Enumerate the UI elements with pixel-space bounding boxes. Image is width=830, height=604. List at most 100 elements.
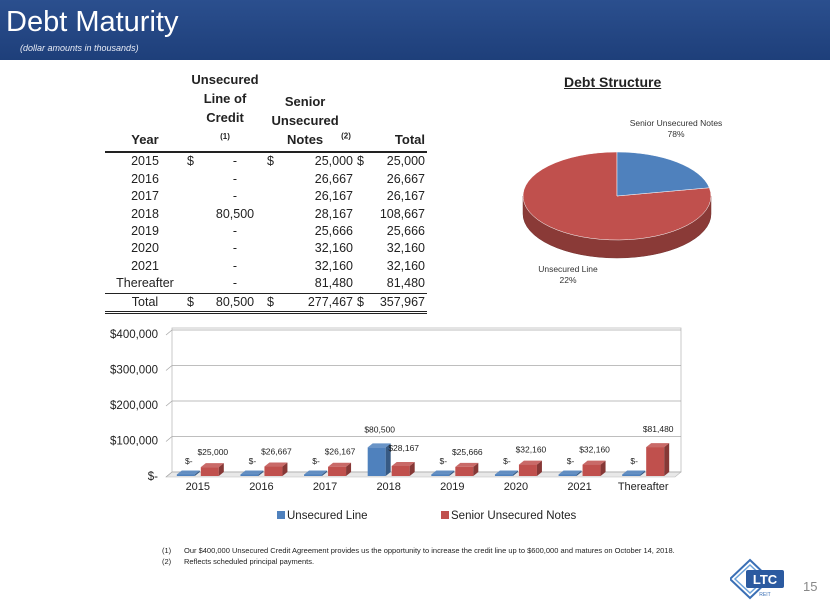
gridline-side bbox=[165, 471, 173, 478]
page-number: 15 bbox=[803, 579, 818, 594]
table-row: 2018 80,500 28,167 108,667 bbox=[105, 206, 427, 223]
bar-top bbox=[494, 470, 518, 475]
footnote-1: (1) Our $400,000 Unsecured Credit Agreeme… bbox=[162, 545, 675, 556]
header-unsecured: Unsecured Line of Credit (1) bbox=[185, 70, 265, 154]
bar-front bbox=[328, 466, 347, 476]
header-senior-label: Senior Unsecured Notes bbox=[271, 94, 339, 148]
bar-front bbox=[582, 464, 601, 476]
table-cell-year: Total bbox=[105, 292, 185, 315]
gridline-side bbox=[165, 436, 173, 442]
footnote-2-num: (2) bbox=[162, 557, 172, 566]
table-cell-usym: $ bbox=[185, 292, 205, 315]
table-cell-s: 32,160 bbox=[314, 241, 353, 256]
x-tick-label: 2019 bbox=[440, 481, 464, 493]
pie-title: Debt Structure bbox=[564, 74, 662, 90]
header-total: Total bbox=[355, 70, 427, 154]
logo-subtext: REIT bbox=[759, 592, 770, 598]
header-banner: Debt Maturity (dollar amounts in thousan… bbox=[0, 0, 830, 60]
bar-data-label: $26,167 bbox=[325, 447, 356, 457]
bar-data-label: $- bbox=[185, 456, 193, 466]
bar-side bbox=[449, 470, 455, 476]
table-row: 2017 - 26,167 26,167 bbox=[105, 188, 427, 205]
legend-swatch-1 bbox=[441, 511, 449, 519]
footnotes: (1) Our $400,000 Unsecured Credit Agreeme… bbox=[162, 545, 675, 567]
table-cell-year: 2020 bbox=[131, 241, 159, 256]
x-tick-label: 2020 bbox=[504, 481, 528, 493]
table-cell-u: - bbox=[232, 258, 238, 273]
header-senior: Senior Unsecured Notes (2) bbox=[265, 70, 355, 154]
bar-front bbox=[176, 474, 195, 476]
bar-data-label: $- bbox=[440, 456, 448, 466]
page-title: Debt Maturity bbox=[6, 6, 179, 38]
table-cell-tsym: $ bbox=[357, 154, 364, 169]
table-cell-s: 26,167 bbox=[314, 189, 353, 204]
footnote-1-text: Our $400,000 Unsecured Credit Agreement … bbox=[184, 546, 675, 555]
table-cell-s: 26,667 bbox=[314, 171, 353, 186]
bar-front bbox=[494, 474, 513, 476]
table-cell-t: 32,160 bbox=[386, 258, 425, 273]
table-cell-u: 80,500 bbox=[205, 292, 265, 315]
table-row: Thereafter - 81,480 81,480 bbox=[105, 275, 427, 293]
plot-area bbox=[171, 327, 682, 473]
y-tick-label: $- bbox=[148, 471, 158, 483]
table-cell-year: 2018 bbox=[131, 206, 159, 221]
bar-top bbox=[264, 462, 288, 467]
bar-data-label: $- bbox=[312, 456, 320, 466]
x-tick-label: 2015 bbox=[186, 481, 210, 493]
table-cell-year: 2017 bbox=[131, 189, 159, 204]
bar-front bbox=[622, 474, 641, 476]
footnote-2-text: Reflects scheduled principal payments. bbox=[184, 557, 315, 566]
footnote-ref-2: (2) bbox=[341, 132, 351, 141]
bar-top bbox=[391, 462, 415, 467]
bar-top bbox=[455, 462, 479, 467]
bar-data-label: $- bbox=[249, 456, 257, 466]
bar-top bbox=[558, 470, 582, 475]
bar-front bbox=[431, 474, 450, 476]
bar-data-label: $25,666 bbox=[452, 447, 483, 457]
bar-data-label: $- bbox=[630, 456, 638, 466]
table-cell-year: Thereafter bbox=[116, 276, 174, 291]
table-cell-s: 25,000 bbox=[314, 154, 353, 169]
table-row: 2019 - 25,666 25,666 bbox=[105, 223, 427, 240]
bar-side bbox=[473, 462, 479, 476]
bar-side bbox=[409, 462, 415, 476]
bar-top bbox=[304, 470, 328, 475]
x-tick-label: 2018 bbox=[376, 481, 400, 493]
table-row: 2021 - 32,160 32,160 bbox=[105, 258, 427, 275]
legend-label-1: Senior Unsecured Notes bbox=[451, 510, 577, 522]
table-cell-u: - bbox=[232, 241, 238, 256]
bar-front bbox=[240, 474, 259, 476]
table-cell-t: 32,160 bbox=[386, 241, 425, 256]
table-cell-u: - bbox=[232, 189, 238, 204]
bar-data-label: $32,160 bbox=[579, 445, 610, 455]
table-cell-s: 25,666 bbox=[314, 223, 353, 238]
bar-front bbox=[200, 467, 219, 476]
bar-top bbox=[518, 460, 542, 465]
bar-data-label: $28,167 bbox=[388, 443, 419, 453]
bar-data-label: $- bbox=[503, 456, 511, 466]
bar-data-label: $32,160 bbox=[516, 445, 547, 455]
table-cell-u: - bbox=[232, 223, 238, 238]
table-cell-u: - bbox=[232, 154, 238, 169]
bar-front bbox=[646, 447, 665, 476]
bar-data-label: $26,667 bbox=[261, 447, 292, 457]
bar-data-label: $81,480 bbox=[643, 424, 674, 434]
bar-side bbox=[346, 462, 352, 476]
footnote-ref-1: (1) bbox=[220, 132, 230, 141]
table-cell-s: 32,160 bbox=[314, 258, 353, 273]
bar-side bbox=[536, 460, 542, 476]
table-total-row: Total $80,500 $277,467 $357,967 bbox=[105, 292, 427, 315]
table-cell-year: 2016 bbox=[131, 171, 159, 186]
legend-label-0: Unsecured Line bbox=[287, 510, 368, 522]
table-cell-t: 26,167 bbox=[386, 189, 425, 204]
x-tick-label: Thereafter bbox=[618, 481, 669, 493]
y-tick-label: $300,000 bbox=[110, 365, 158, 377]
bar-front bbox=[558, 474, 577, 476]
bar-front bbox=[455, 466, 474, 476]
gridline-side bbox=[165, 329, 173, 336]
bar-data-label: $- bbox=[567, 456, 575, 466]
bar-top bbox=[582, 460, 606, 465]
x-tick-label: 2021 bbox=[567, 481, 591, 493]
table-cell-year: 2015 bbox=[131, 154, 159, 169]
